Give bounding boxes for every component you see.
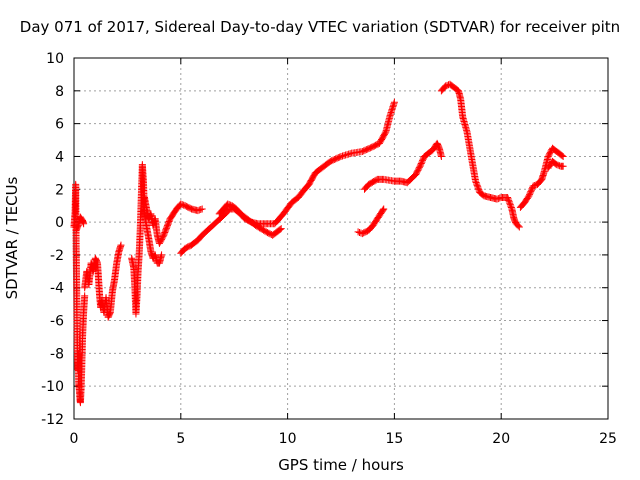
chart-title: Day 071 of 2017, Sidereal Day-to-day VTE… — [19, 18, 621, 36]
data-point — [158, 251, 166, 259]
y-tick-label: -4 — [50, 281, 64, 297]
y-tick-label: -8 — [50, 346, 64, 362]
data-point — [553, 161, 561, 169]
axis-ticks: 0 5 10 15 20 25 -12 -10 -8 -6 -4 -2 0 2 4 6 8 10 — [41, 51, 617, 447]
data-point — [379, 206, 387, 214]
data-point — [390, 98, 398, 106]
data-point — [506, 199, 514, 207]
x-tick-label: 0 — [70, 431, 79, 447]
data-point — [494, 195, 502, 203]
data-point — [474, 184, 482, 192]
data-point — [177, 200, 185, 208]
data-point — [529, 182, 537, 190]
y-tick-label: -6 — [50, 314, 64, 330]
data-point — [473, 181, 481, 189]
data-point — [558, 152, 566, 160]
data-point — [493, 195, 501, 203]
data-point — [276, 225, 284, 233]
data-point — [559, 162, 567, 170]
data-point — [504, 193, 512, 201]
data-point — [194, 207, 202, 215]
data-point — [472, 177, 480, 185]
data-point — [559, 152, 567, 160]
data-point — [506, 201, 514, 209]
grid-lines — [74, 58, 608, 419]
y-tick-label: 6 — [55, 117, 64, 133]
y-tick-label: -12 — [41, 412, 64, 428]
x-tick-label: 10 — [279, 431, 297, 447]
data-point — [504, 195, 512, 203]
data-point — [354, 228, 362, 236]
data-point — [505, 196, 513, 204]
y-tick-label: 10 — [46, 51, 64, 67]
y-tick-label: -2 — [50, 248, 64, 264]
x-tick-label: 15 — [385, 431, 403, 447]
data-point — [505, 198, 513, 206]
data-point — [473, 180, 481, 188]
data-point — [531, 181, 539, 189]
data-point — [442, 82, 450, 90]
data-point — [197, 206, 205, 214]
data-point — [198, 205, 206, 213]
x-tick-label: 25 — [599, 431, 617, 447]
data-point — [225, 201, 233, 209]
data-point — [117, 241, 125, 249]
y-tick-label: -10 — [41, 379, 64, 395]
data-point — [507, 202, 515, 210]
x-tick-label: 5 — [176, 431, 185, 447]
y-tick-label: 0 — [55, 215, 64, 231]
data-point — [336, 153, 344, 161]
plot-frame — [73, 57, 609, 420]
data-point — [380, 205, 388, 213]
data-point — [514, 222, 522, 230]
data-point — [515, 223, 523, 231]
data-points — [70, 80, 567, 407]
x-axis-label: GPS time / hours — [278, 456, 404, 474]
y-tick-label: 4 — [55, 149, 64, 165]
data-point — [195, 206, 203, 214]
data-point — [178, 201, 186, 209]
data-point — [474, 183, 482, 191]
data-point — [475, 186, 483, 194]
data-point — [277, 225, 285, 233]
data-point — [507, 204, 515, 212]
data-point — [554, 161, 562, 169]
x-tick-label: 20 — [492, 431, 510, 447]
data-point — [224, 200, 232, 208]
y-tick-label: 8 — [55, 84, 64, 100]
data-point — [81, 292, 89, 300]
data-point — [80, 220, 88, 228]
data-point — [472, 179, 480, 187]
data-point — [437, 152, 445, 160]
y-tick-label: 2 — [55, 182, 64, 198]
